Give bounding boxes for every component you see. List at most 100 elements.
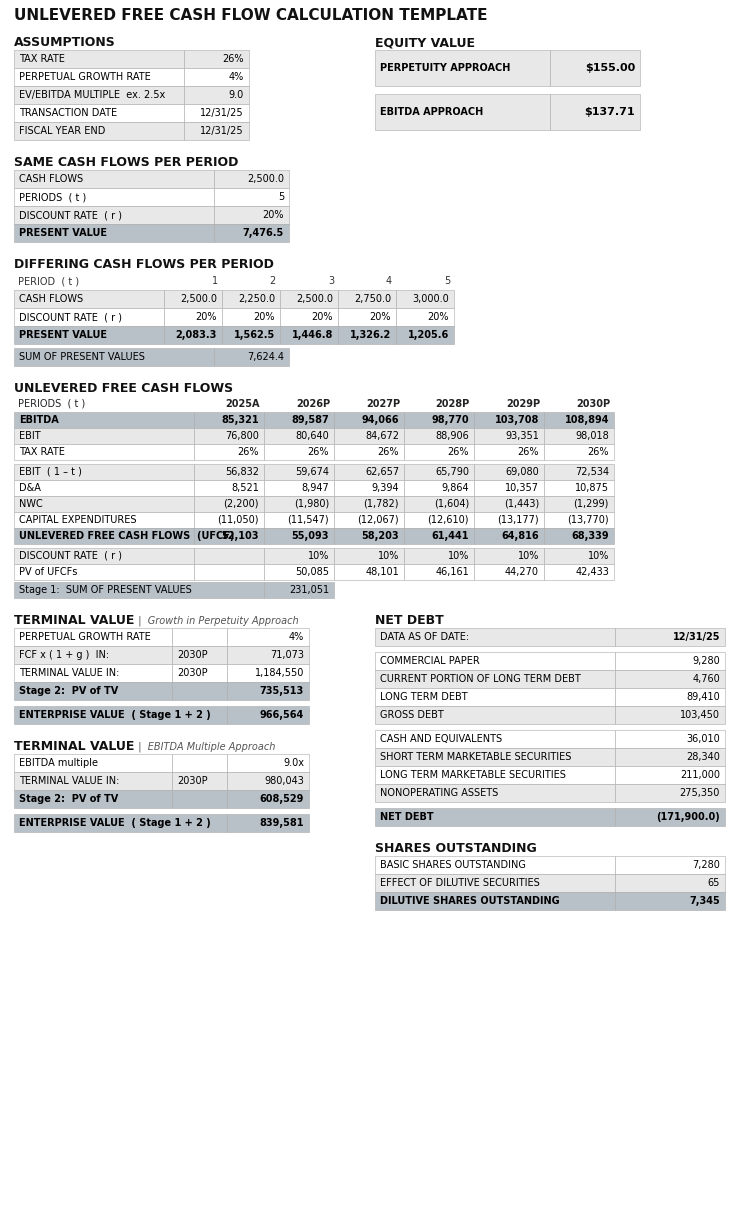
Text: PRESENT VALUE: PRESENT VALUE xyxy=(19,228,107,238)
Text: 7,280: 7,280 xyxy=(692,860,720,870)
Text: 9.0: 9.0 xyxy=(229,90,244,100)
Bar xyxy=(264,412,334,428)
Text: SUM OF PRESENT VALUES: SUM OF PRESENT VALUES xyxy=(19,353,145,362)
Text: NWC: NWC xyxy=(19,499,43,509)
Bar xyxy=(14,326,164,344)
Bar xyxy=(375,50,550,85)
Bar xyxy=(334,528,404,544)
Text: 2030P: 2030P xyxy=(177,776,208,786)
Text: PERPETUITY APPROACH: PERPETUITY APPROACH xyxy=(380,63,510,73)
Text: EBIT  ( 1 – t ): EBIT ( 1 – t ) xyxy=(19,467,82,477)
Text: TERMINAL VALUE: TERMINAL VALUE xyxy=(14,741,134,753)
Text: (1,604): (1,604) xyxy=(434,499,469,509)
Bar xyxy=(14,772,172,791)
Bar xyxy=(194,444,264,460)
Text: 10%: 10% xyxy=(308,551,329,561)
Bar xyxy=(375,748,615,766)
Bar xyxy=(474,548,544,564)
Text: 10,875: 10,875 xyxy=(575,483,609,493)
Bar xyxy=(544,528,614,544)
Text: 103,450: 103,450 xyxy=(680,710,720,720)
Text: (1,980): (1,980) xyxy=(294,499,329,509)
Bar xyxy=(474,564,544,579)
Text: 76,800: 76,800 xyxy=(225,431,259,440)
Text: (171,900.0): (171,900.0) xyxy=(656,813,720,822)
Text: 98,770: 98,770 xyxy=(431,415,469,425)
Bar xyxy=(404,464,474,479)
Bar xyxy=(172,791,227,808)
Bar xyxy=(14,348,214,366)
Text: 26%: 26% xyxy=(517,447,539,458)
Text: TERMINAL VALUE: TERMINAL VALUE xyxy=(14,614,134,627)
Bar xyxy=(280,326,338,344)
Bar xyxy=(334,512,404,528)
Bar xyxy=(194,464,264,479)
Text: DATA AS OF DATE:: DATA AS OF DATE: xyxy=(380,632,469,642)
Text: 1,562.5: 1,562.5 xyxy=(234,329,275,340)
Bar xyxy=(615,651,725,670)
Bar xyxy=(194,548,264,564)
Bar xyxy=(280,307,338,326)
Bar xyxy=(14,412,194,428)
Bar xyxy=(615,628,725,647)
Bar xyxy=(184,50,249,68)
Text: 2,500.0: 2,500.0 xyxy=(296,294,333,304)
Text: 61,441: 61,441 xyxy=(432,531,469,540)
Bar xyxy=(264,428,334,444)
Text: (12,067): (12,067) xyxy=(358,515,399,525)
Bar xyxy=(404,444,474,460)
Bar xyxy=(544,512,614,528)
Text: 28,340: 28,340 xyxy=(686,752,720,762)
Text: 3,000.0: 3,000.0 xyxy=(413,294,449,304)
Text: EBITDA: EBITDA xyxy=(19,415,59,425)
Text: EBITDA multiple: EBITDA multiple xyxy=(19,758,98,769)
Text: (13,177): (13,177) xyxy=(497,515,539,525)
Text: 52,103: 52,103 xyxy=(222,531,259,540)
Text: 85,321: 85,321 xyxy=(221,415,259,425)
Bar xyxy=(194,412,264,428)
Text: EBITDA APPROACH: EBITDA APPROACH xyxy=(380,107,483,117)
Bar xyxy=(615,808,725,826)
Bar xyxy=(164,307,222,326)
Text: TAX RATE: TAX RATE xyxy=(19,54,65,63)
Text: 211,000: 211,000 xyxy=(680,770,720,780)
Bar xyxy=(474,464,544,479)
Text: 608,529: 608,529 xyxy=(260,794,304,804)
Text: 2: 2 xyxy=(270,276,276,285)
Bar xyxy=(404,479,474,497)
Bar xyxy=(14,647,172,664)
Bar xyxy=(550,94,640,131)
Text: 50,085: 50,085 xyxy=(295,567,329,577)
Bar xyxy=(14,428,194,444)
Bar xyxy=(194,512,264,528)
Text: EV/EBITDA MULTIPLE  ex. 2.5x: EV/EBITDA MULTIPLE ex. 2.5x xyxy=(19,90,165,100)
Bar xyxy=(375,706,615,723)
Text: DILUTIVE SHARES OUTSTANDING: DILUTIVE SHARES OUTSTANDING xyxy=(380,895,559,906)
Text: 9,394: 9,394 xyxy=(372,483,399,493)
Text: EFFECT OF DILUTIVE SECURITIES: EFFECT OF DILUTIVE SECURITIES xyxy=(380,878,539,888)
Bar xyxy=(615,688,725,706)
Text: 65,790: 65,790 xyxy=(435,467,469,477)
Bar xyxy=(14,104,184,122)
Bar xyxy=(404,564,474,579)
Bar xyxy=(338,307,396,326)
Bar xyxy=(164,326,222,344)
Text: (12,610): (12,610) xyxy=(427,515,469,525)
Bar xyxy=(227,647,309,664)
Bar xyxy=(334,464,404,479)
Bar xyxy=(227,682,309,700)
Text: 2025A: 2025A xyxy=(226,399,260,409)
Bar xyxy=(14,528,194,544)
Bar xyxy=(194,479,264,497)
Text: 48,101: 48,101 xyxy=(365,567,399,577)
Text: 26%: 26% xyxy=(447,447,469,458)
Text: 2030P: 2030P xyxy=(177,669,208,678)
Text: DIFFERING CASH FLOWS PER PERIOD: DIFFERING CASH FLOWS PER PERIOD xyxy=(14,257,274,271)
Text: LONG TERM DEBT: LONG TERM DEBT xyxy=(380,692,467,701)
Bar xyxy=(474,528,544,544)
Bar xyxy=(338,290,396,307)
Text: 56,832: 56,832 xyxy=(225,467,259,477)
Text: EBIT: EBIT xyxy=(19,431,41,440)
Bar xyxy=(227,772,309,791)
Text: 89,587: 89,587 xyxy=(292,415,329,425)
